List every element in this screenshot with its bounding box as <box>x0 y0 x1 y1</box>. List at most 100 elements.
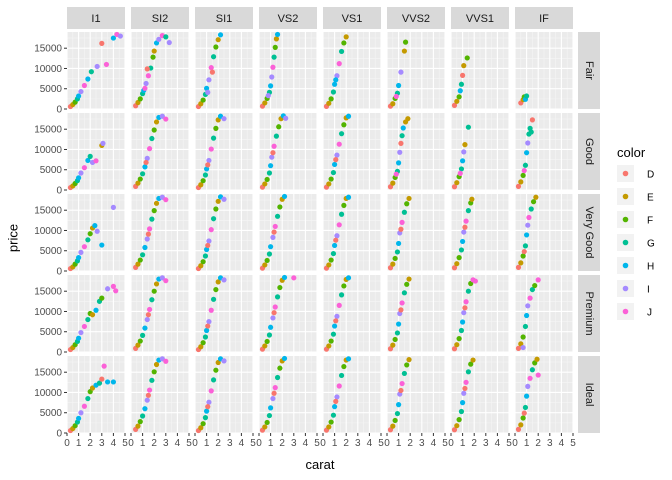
data-point-j <box>336 383 342 389</box>
data-point-e <box>262 343 268 349</box>
data-point-f <box>151 369 157 375</box>
strip-col-label: VS2 <box>278 13 299 25</box>
data-point-j <box>535 277 541 283</box>
data-point-f <box>277 204 283 210</box>
data-point-h <box>457 88 463 94</box>
points-good-si1 <box>195 113 227 191</box>
data-point-e <box>406 357 412 363</box>
data-point-j <box>208 65 214 71</box>
data-point-f <box>328 338 334 344</box>
data-point-e <box>326 424 332 430</box>
strip-col-vvs2 <box>387 7 445 29</box>
data-point-h <box>332 161 338 168</box>
data-point-i <box>461 310 467 316</box>
data-point-f <box>200 259 206 265</box>
data-point-j <box>113 288 119 294</box>
data-point-j <box>463 299 469 305</box>
y-tick-label: 5000 <box>40 246 63 257</box>
data-point-h <box>524 232 530 238</box>
data-point-h <box>92 223 98 229</box>
data-point-g <box>85 316 91 323</box>
data-point-h <box>85 157 91 164</box>
data-point-g <box>330 331 337 337</box>
points-very-good-si1 <box>195 194 227 272</box>
y-tick-label: 5000 <box>40 84 63 95</box>
x-tick-label: 4 <box>495 438 501 449</box>
data-point-g <box>149 377 155 383</box>
data-point-e <box>462 142 468 148</box>
data-point-e <box>405 116 411 122</box>
data-point-j <box>101 363 107 369</box>
x-tick-label: 3 <box>227 438 233 449</box>
data-point-g <box>522 162 529 168</box>
x-tick-label: 4 <box>303 438 309 449</box>
data-point-i <box>159 113 165 119</box>
data-point-h <box>333 77 339 83</box>
x-tick-label: 0 <box>512 438 518 449</box>
points-good-i1 <box>67 140 106 191</box>
data-point-h <box>460 238 466 245</box>
data-point-g <box>394 410 401 417</box>
data-point-j <box>399 300 405 306</box>
data-point-j <box>81 244 87 250</box>
data-point-e <box>151 48 157 54</box>
data-point-e <box>390 423 396 429</box>
data-point-j <box>146 226 153 232</box>
data-point-e <box>326 181 332 187</box>
data-point-e <box>390 101 396 107</box>
y-tick-label: 10000 <box>34 145 62 156</box>
data-point-e <box>326 100 332 106</box>
data-point-i <box>100 140 106 146</box>
data-point-i <box>206 238 212 244</box>
panel-premium-if <box>514 275 574 353</box>
data-point-g <box>140 171 146 177</box>
data-point-f <box>200 97 206 103</box>
data-point-j <box>103 61 110 68</box>
data-point-e <box>454 261 460 267</box>
data-point-f <box>402 39 409 45</box>
x-tick-label: 2 <box>87 438 93 449</box>
points-very-good-vvs1 <box>451 196 475 271</box>
y-tick-label: 10000 <box>34 64 62 75</box>
strip-col-label: SI1 <box>216 13 233 25</box>
data-point-j <box>535 372 541 378</box>
data-point-e <box>461 63 467 69</box>
strip-row-premium <box>578 275 600 352</box>
strip-row-label: Very Good <box>583 207 595 259</box>
strip-col-vs2 <box>259 7 317 29</box>
strip-col-i1 <box>67 7 125 29</box>
strip-col-vs1 <box>323 7 381 29</box>
data-point-j <box>208 227 214 233</box>
data-point-g <box>465 124 471 130</box>
data-point-f <box>456 417 462 423</box>
panel-ideal-vs2 <box>258 356 318 434</box>
data-point-h <box>142 244 148 251</box>
data-point-j <box>526 214 532 221</box>
legend-key-d <box>622 170 629 177</box>
data-point-i <box>334 73 340 79</box>
data-point-f <box>520 253 526 259</box>
x-tick-label: 1 <box>140 438 146 449</box>
data-point-f <box>468 361 474 367</box>
strip-col-label: VS1 <box>342 13 363 25</box>
data-point-h <box>204 246 210 253</box>
legend-label: H <box>647 262 654 273</box>
data-point-d <box>462 385 468 392</box>
data-point-e <box>273 36 279 42</box>
data-point-h <box>105 379 111 385</box>
data-point-g <box>202 172 209 178</box>
data-point-i <box>269 154 275 160</box>
data-point-d <box>145 312 151 318</box>
data-point-h <box>345 275 352 281</box>
data-point-j <box>272 223 278 230</box>
data-point-h <box>142 164 148 170</box>
points-fair-vs2 <box>259 31 281 109</box>
data-point-f <box>137 96 143 102</box>
legend-label: J <box>647 308 652 319</box>
data-point-j <box>463 218 469 224</box>
data-point-h <box>332 242 338 249</box>
strip-col-label: I1 <box>91 13 100 25</box>
data-point-i <box>520 344 526 351</box>
data-point-e <box>470 357 476 363</box>
data-point-f <box>151 208 157 214</box>
